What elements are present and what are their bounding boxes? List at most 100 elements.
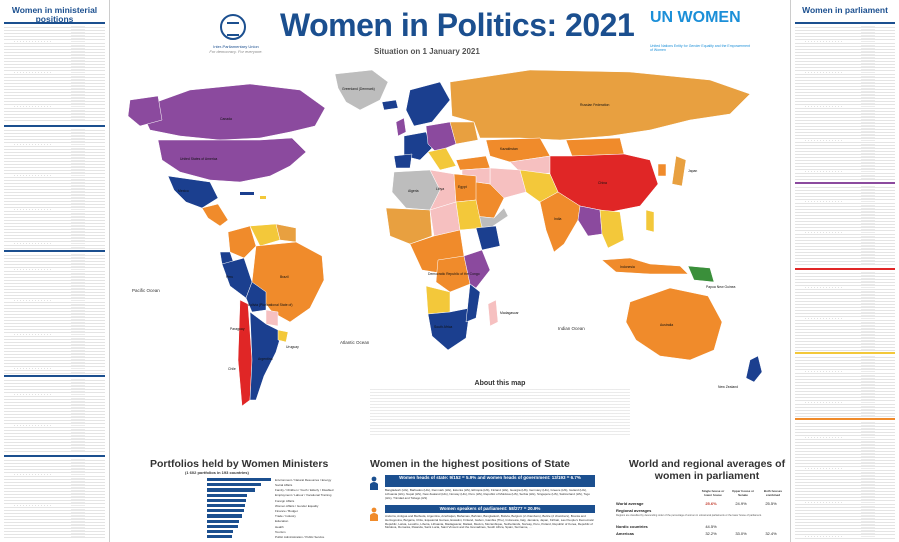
table-row (795, 90, 895, 94)
country-bolivia (245, 281, 267, 313)
country-new-zealand (745, 355, 763, 383)
table-row (4, 28, 105, 32)
country-label: United States of America (180, 157, 217, 161)
table-row (795, 511, 895, 514)
table-row (4, 296, 105, 300)
country-colombia (227, 225, 257, 259)
table-row (4, 268, 105, 272)
table-row (795, 188, 895, 192)
table-row (4, 508, 105, 511)
table-row (795, 514, 895, 517)
table-row (795, 225, 895, 229)
table-row (4, 371, 105, 374)
table-row (795, 314, 895, 318)
portfolio-label: Women Affairs / Gender Equality (275, 503, 319, 508)
country-label: Papua New Guinea (706, 285, 736, 289)
table-row (4, 337, 105, 340)
table-row (795, 535, 895, 539)
country-bangladesh-myanmar (577, 205, 603, 237)
table-row (4, 293, 105, 297)
table-row (4, 321, 105, 325)
person-icon (370, 476, 378, 490)
table-row (795, 424, 895, 428)
table-row (4, 65, 105, 69)
unwomen-logo: UN WOMEN (650, 9, 741, 26)
regional-averages-section: World and regional averages of women in … (610, 458, 790, 542)
table-row (4, 384, 105, 388)
poster-header: Inter-Parliamentary Union For democracy.… (110, 0, 790, 80)
table-row (795, 164, 895, 168)
row-label: Nordic countries (616, 524, 648, 529)
table-row (4, 131, 105, 135)
country-usa-alaska (127, 95, 163, 127)
table-row (4, 71, 105, 75)
table-row (795, 436, 895, 440)
regional-row: Nordic countries 44.5% (616, 524, 786, 529)
table-row (4, 306, 105, 309)
country-norway-sweden-finland (405, 81, 451, 127)
table-row (4, 346, 105, 349)
table-row (4, 178, 105, 181)
table-row (795, 44, 895, 47)
highest-positions-section: Women in the highest positions of State … (365, 458, 605, 542)
table-row (795, 433, 895, 437)
table-row (4, 56, 105, 60)
table-row (795, 31, 895, 35)
country-central-america (201, 203, 229, 227)
table-row (795, 293, 895, 296)
table-row (795, 127, 895, 131)
table-row (4, 526, 105, 530)
country-western-europe (403, 131, 433, 161)
table-row (795, 299, 895, 302)
table-row (795, 529, 895, 533)
row-value (756, 524, 786, 529)
regional-averages-label: Regional averages (616, 508, 652, 513)
table-row (795, 327, 895, 330)
table-row (4, 431, 105, 434)
table-rows (795, 421, 895, 539)
country-label: Australia (660, 323, 673, 327)
country-label: New Zealand (718, 385, 738, 389)
table-row (795, 204, 895, 207)
portfolio-label: Health (275, 524, 284, 529)
table-row (4, 535, 105, 539)
table-row (795, 28, 895, 32)
country-india (539, 191, 581, 253)
table-row (4, 327, 105, 331)
column-header: Upper house or Senate (731, 489, 755, 497)
country-east-africa (463, 249, 491, 289)
country-label: Greenland (Denmark) (342, 87, 375, 91)
portfolio-bar (207, 535, 233, 539)
ocean-label: Indian Ocean (558, 326, 585, 331)
table-row (4, 115, 105, 118)
table-row (795, 408, 895, 411)
table-row (795, 308, 895, 312)
table-row (4, 358, 105, 362)
table-row (795, 228, 895, 232)
portfolio-bar (207, 493, 247, 497)
parliament-table-title: Women in parliament (802, 5, 888, 15)
table-row (4, 349, 105, 352)
table-row (795, 93, 895, 97)
world-average-row: World average 25.6% 24.9% 25.5% (616, 501, 786, 506)
country-uruguay (277, 329, 289, 343)
table-row (4, 53, 105, 56)
country-greenland (334, 69, 389, 111)
country-label: Libya (436, 187, 444, 191)
table-row (4, 458, 105, 462)
about-this-map: About this map (370, 380, 630, 450)
table-row (795, 87, 895, 90)
table-row (4, 153, 105, 156)
table-row (795, 505, 895, 508)
table-row (4, 367, 105, 371)
table-row (795, 191, 895, 195)
table-row (4, 168, 105, 172)
table-row (4, 412, 105, 416)
table-row (795, 161, 895, 165)
table-row (795, 383, 895, 386)
table-row (4, 37, 105, 41)
country-label: South Africa (434, 325, 452, 329)
table-row (4, 239, 105, 243)
table-row (795, 50, 895, 53)
table-row (4, 532, 105, 536)
